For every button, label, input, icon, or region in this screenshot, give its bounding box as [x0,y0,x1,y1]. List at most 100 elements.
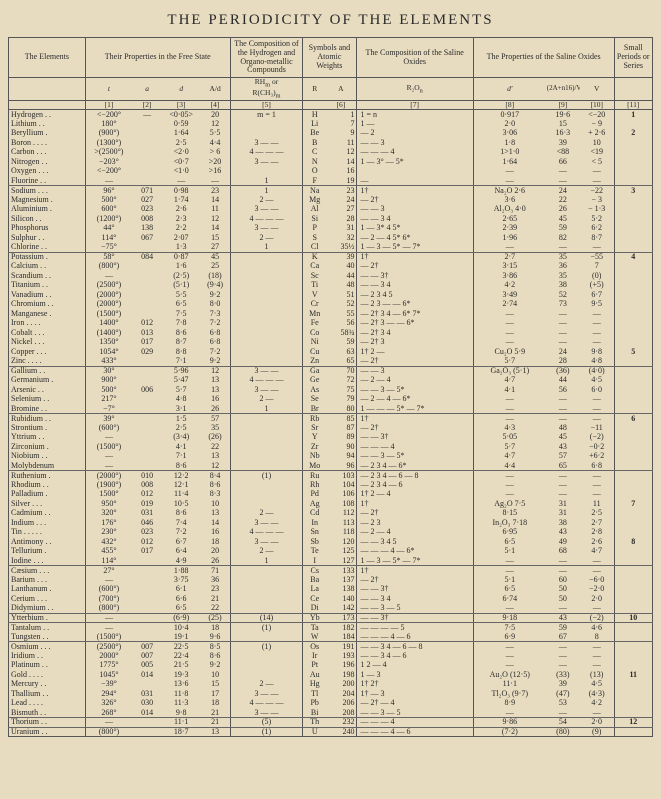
cell-weight: 7 [326,119,356,129]
cell-oxide: — 2 3 4 — 6 — 8 [356,471,473,481]
cell-a: 012 [132,537,162,547]
cell-Ad: 20 [200,547,230,557]
cell-weight: 79 [326,395,356,405]
cell-V: − 1·3 [580,205,614,215]
cell-weight: 24 [326,195,356,205]
cell-d2: 1>1·0 [473,148,545,158]
cell-a [132,613,162,623]
cell-weight: 12 [326,148,356,158]
cell-series [614,480,652,490]
cell-symbol: Cr [303,300,326,310]
cell-t: — [85,718,132,728]
cell-d: 4·8 [162,395,200,405]
cell-oxide: 1† — 3 [356,689,473,699]
cell-t: (1500°) [85,442,132,452]
cell-symbol: Be [303,129,326,139]
table-row: Gold . . . .1045°01419·310Au1981 — 3Au₂O… [9,670,653,680]
cell-Ad: 25 [200,262,230,272]
cell-weight: 19 [326,176,356,186]
cell-oxide: — — 3 4 — 6 — 8 [356,642,473,652]
cell-d2: 6·74 [473,594,545,604]
cell-a: 012 [132,490,162,500]
cell-h [230,433,302,443]
table-row: Scandium . .—(2·5)(18)Sc44— — 3†3·8635(0… [9,271,653,281]
cell-t: 44° [85,224,132,234]
cell-d: 1·64 [162,129,200,139]
cell-h: (5) [230,718,302,728]
cell-V: 2·0 [580,718,614,728]
cell-t: (2000°) [85,471,132,481]
cell-V: − 3 [580,195,614,205]
cell-V: + 2·6 [580,129,614,139]
cell-symbol: Ca [303,262,326,272]
cell-t: 320° [85,509,132,519]
cell-series [614,376,652,386]
cell-h [230,442,302,452]
cell-symbol: F [303,176,326,186]
cell-weight: 1 [326,110,356,120]
cell-vol: 22 [546,195,580,205]
table-row: Ytterbium .—(6·9)(25)(14)Yb173— — 3†9·18… [9,613,653,623]
cell-a: 031 [132,689,162,699]
cell-vol: 45 [546,214,580,224]
table-row: Molybdenum—8·612Mo96— 2 3 4 — 6*4·4656·8 [9,461,653,471]
cell-d2: — [473,328,545,338]
cell-h [230,594,302,604]
cell-h [230,262,302,272]
cell-series [614,224,652,234]
cell-d: 7·5 [162,309,200,319]
cell-V: 10 [580,138,614,148]
element-name: Iodine . . . [9,556,86,566]
element-name: Cobalt . . . [9,328,86,338]
cell-Ad: 6·8 [200,338,230,348]
element-name: Ytterbium . [9,613,86,623]
cell-vol: 82 [546,233,580,243]
cell-d: 11·3 [162,699,200,709]
cell-d2: — [473,556,545,566]
cell-V: −55 [580,252,614,262]
cell-h [230,585,302,595]
cell-Ad: 14 [200,224,230,234]
cell-weight: 39 [326,252,356,262]
cell-a [132,556,162,566]
cell-series [614,195,652,205]
cell-weight: 87 [326,423,356,433]
cell-oxide: — 2 [356,129,473,139]
cell-a: 017 [132,338,162,348]
element-name: Zirconium . [9,442,86,452]
cell-vol: — [546,395,580,405]
cell-V: — [580,328,614,338]
cell-vol: 50 [546,594,580,604]
cell-h [230,490,302,500]
cell-weight: 208 [326,708,356,718]
cell-vol: (47) [546,689,580,699]
cell-Ad: 71 [200,566,230,576]
cell-d2: Au₂O (12·5) [473,670,545,680]
cell-vol: 73 [546,300,580,310]
cell-oxide: — — — 4 — 6 [356,727,473,737]
cell-Ad: 45 [200,252,230,262]
cell-oxide: — 2† [356,357,473,367]
table-row: Iodine . . .114°4·9261I1271 — 3 — 5* — 7… [9,556,653,566]
cell-series [614,642,652,652]
cell-V: −11 [580,423,614,433]
cell-t: 326° [85,699,132,709]
cell-a [132,157,162,167]
table-row: Calcium . .(800°)1·625Ca40— 2†3·15367 [9,262,653,272]
cell-t: — [85,271,132,281]
cell-d2: — [473,490,545,500]
cell-vol: 35 [546,252,580,262]
cell-weight: 89 [326,433,356,443]
cell-symbol: Mn [303,309,326,319]
cell-V: 2·8 [580,528,614,538]
cell-Ad: 23 [200,186,230,196]
table-row: Bromine . .−7°3·1261Br801 — — — 5* — 7*—… [9,404,653,414]
cell-a: 084 [132,252,162,262]
cell-vol: — [546,243,580,253]
cell-d2: 9·18 [473,613,545,623]
element-name: Ruthenium . [9,471,86,481]
cell-a: 031 [132,509,162,519]
element-name: Iron . . . . [9,319,86,329]
cell-Ad: 14 [200,518,230,528]
cell-a: 013 [132,328,162,338]
